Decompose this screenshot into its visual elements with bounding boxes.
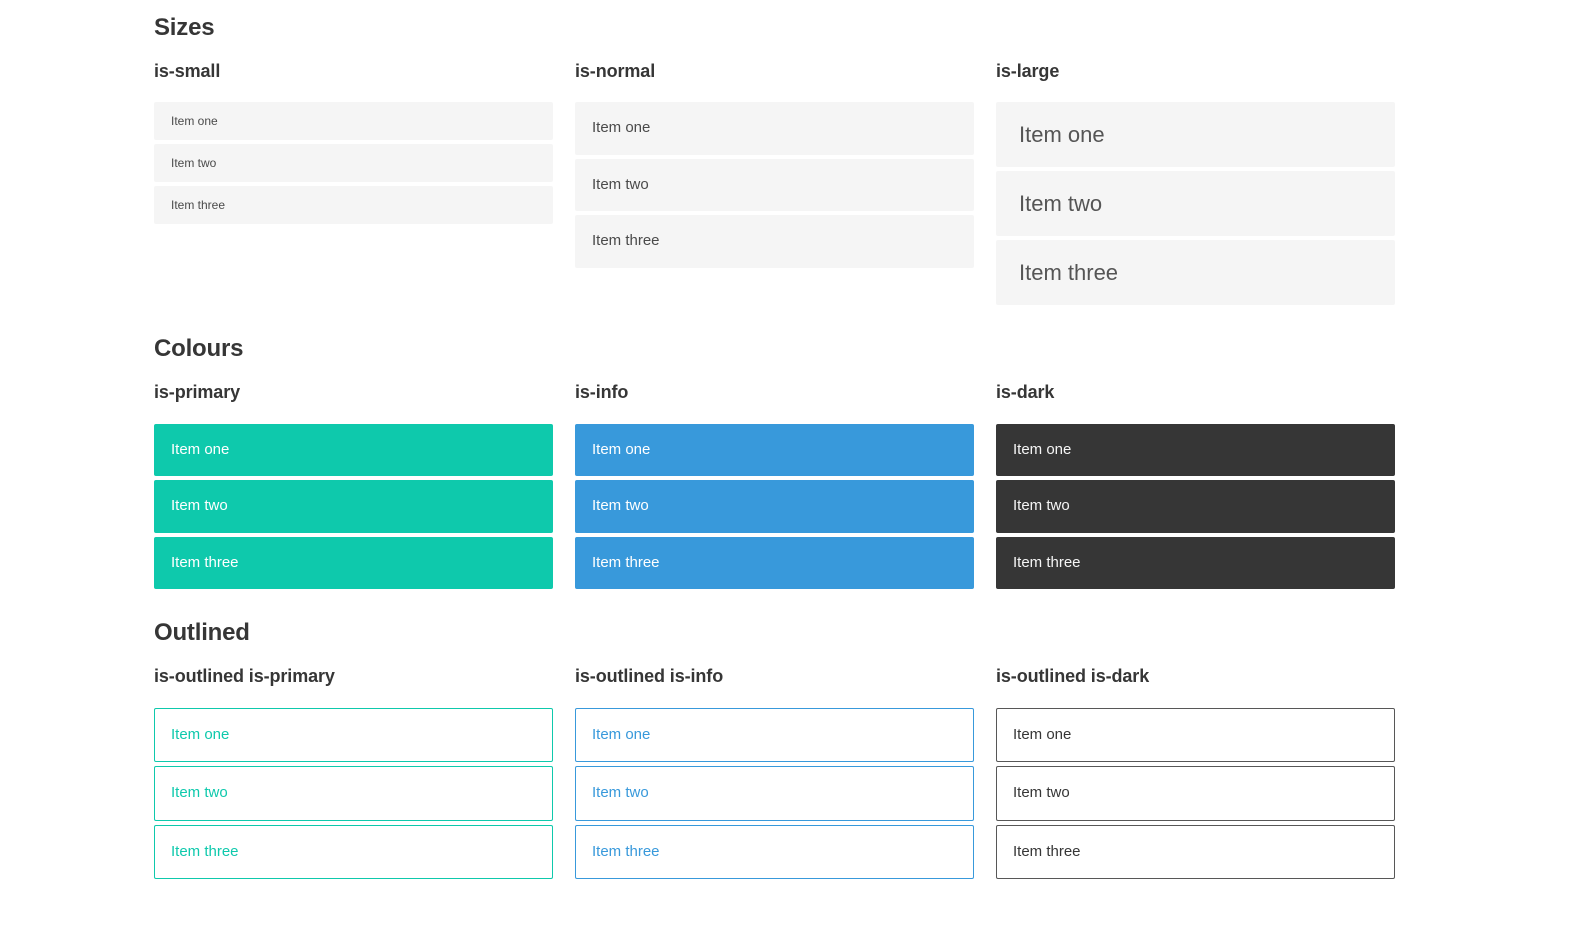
item-list: Item one Item two Item three xyxy=(996,707,1395,884)
variant-heading: is-info xyxy=(575,382,629,403)
variant-columns: is-primary Item one Item two Item three … xyxy=(154,382,1395,593)
variant-column: is-primary Item one Item two Item three xyxy=(154,382,553,593)
list-item: Item three xyxy=(996,824,1395,880)
list-item-label: Item three xyxy=(592,232,660,250)
section-title: Outlined xyxy=(154,619,250,647)
list-item-label: Item one xyxy=(171,114,218,129)
variant-column: is-dark Item one Item two Item three xyxy=(996,382,1395,593)
section-title: Sizes xyxy=(154,14,215,41)
list-item: Item three xyxy=(996,240,1395,306)
variant-heading: is-primary xyxy=(154,382,241,403)
list-item-label: Item three xyxy=(592,842,660,860)
variant-column: is-normal Item one Item two Item three xyxy=(575,61,974,272)
variant-heading: is-small xyxy=(154,60,221,81)
variant-heading: is-large xyxy=(996,60,1060,81)
list-item-label: Item one xyxy=(1019,122,1105,148)
item-list: Item one Item two Item three xyxy=(154,102,553,228)
list-item: Item two xyxy=(575,480,974,533)
list-item-label: Item two xyxy=(171,156,217,171)
list-item-label: Item one xyxy=(171,440,230,458)
list-item: Item one xyxy=(154,423,553,477)
variant-column: is-large Item one Item two Item three xyxy=(996,61,1395,310)
list-item-label: Item two xyxy=(1013,497,1070,515)
list-item-label: Item two xyxy=(1019,191,1103,217)
variant-columns: is-small Item one Item two Item three is… xyxy=(154,61,1395,310)
item-list: Item one Item two Item three xyxy=(154,707,553,884)
list-item: Item two xyxy=(154,144,553,183)
list-item: Item one xyxy=(996,707,1395,763)
list-item-label: Item three xyxy=(171,553,239,571)
list-item-label: Item two xyxy=(171,784,228,802)
item-list: Item one Item two Item three xyxy=(575,707,974,884)
list-item: Item two xyxy=(575,158,974,212)
list-item-label: Item two xyxy=(171,497,228,515)
item-list: Item one Item two Item three xyxy=(575,423,974,594)
list-item: Item two xyxy=(154,480,553,533)
variant-heading: is-normal xyxy=(575,60,656,81)
variant-heading: is-outlined is-dark xyxy=(996,666,1150,687)
demo-section: Colours is-primary Item one Item two Ite… xyxy=(154,335,1395,593)
item-list: Item one Item two Item three xyxy=(154,423,553,594)
list-item-label: Item three xyxy=(1013,553,1081,571)
list-item: Item three xyxy=(154,536,553,590)
list-item: Item three xyxy=(996,536,1395,590)
list-item: Item two xyxy=(154,766,553,821)
list-item: Item one xyxy=(575,423,974,477)
demo-section: Outlined is-outlined is-primary Item one… xyxy=(154,619,1395,883)
variant-column: is-small Item one Item two Item three xyxy=(154,61,553,229)
section-title: Colours xyxy=(154,335,244,363)
list-item: Item two xyxy=(996,480,1395,533)
variant-column: is-outlined is-dark Item one Item two It… xyxy=(996,666,1395,883)
list-item-label: Item one xyxy=(592,725,651,743)
variant-heading: is-dark xyxy=(996,382,1055,403)
list-item: Item three xyxy=(575,215,974,268)
list-item-label: Item one xyxy=(592,119,651,137)
list-item-label: Item three xyxy=(592,553,660,571)
item-list: Item one Item two Item three xyxy=(996,102,1395,309)
variant-column: is-info Item one Item two Item three xyxy=(575,382,974,593)
list-item-label: Item three xyxy=(171,842,239,860)
list-item: Item one xyxy=(575,707,974,763)
list-item-label: Item two xyxy=(592,175,649,193)
item-list: Item one Item two Item three xyxy=(996,423,1395,594)
demo-section: Sizes is-small Item one Item two Item th… xyxy=(154,14,1395,309)
list-item-label: Item three xyxy=(171,198,226,213)
variant-columns: is-outlined is-primary Item one Item two… xyxy=(154,666,1395,883)
list-item: Item three xyxy=(154,824,553,880)
list-item-label: Item one xyxy=(171,725,230,743)
item-list: Item one Item two Item three xyxy=(575,102,974,272)
list-item-label: Item one xyxy=(1013,440,1072,458)
variant-heading: is-outlined is-primary xyxy=(154,666,335,687)
list-item-label: Item one xyxy=(1013,725,1072,743)
list-item-label: Item three xyxy=(1013,842,1081,860)
list-item-label: Item three xyxy=(1019,260,1119,286)
variant-column: is-outlined is-primary Item one Item two… xyxy=(154,666,553,883)
list-item: Item one xyxy=(154,102,553,141)
list-item: Item three xyxy=(154,186,553,225)
list-item-label: Item two xyxy=(592,497,649,515)
list-item: Item three xyxy=(575,824,974,880)
list-item: Item three xyxy=(575,536,974,590)
list-item: Item two xyxy=(996,766,1395,821)
list-item: Item one xyxy=(996,102,1395,168)
variant-heading: is-outlined is-info xyxy=(575,666,724,687)
list-item-label: Item two xyxy=(592,784,649,802)
list-item-label: Item one xyxy=(592,440,651,458)
list-item: Item one xyxy=(154,707,553,763)
list-item: Item two xyxy=(575,766,974,821)
variant-column: is-outlined is-info Item one Item two It… xyxy=(575,666,974,883)
list-item: Item one xyxy=(575,102,974,155)
list-item: Item one xyxy=(996,423,1395,477)
list-item: Item two xyxy=(996,171,1395,237)
list-item-label: Item two xyxy=(1013,784,1070,802)
